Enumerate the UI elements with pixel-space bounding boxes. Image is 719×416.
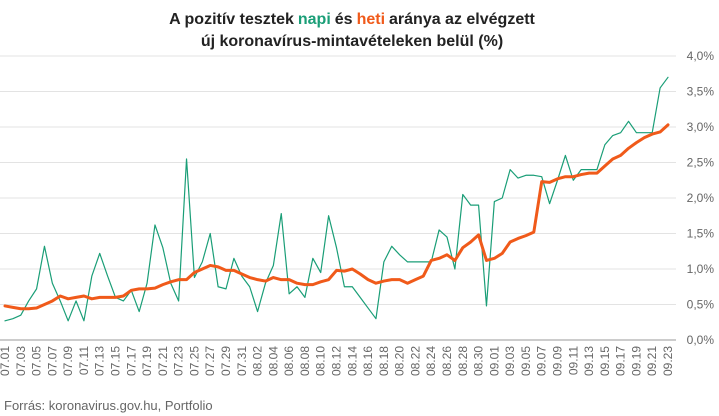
x-tick-label: 07.19 [140, 346, 154, 376]
source: Forrás: koronavirus.gov.hu, Portfolio [4, 398, 213, 413]
x-tick-label: 09.19 [629, 346, 643, 376]
x-tick-label: 08.04 [266, 346, 280, 376]
x-tick-label: 08.28 [456, 346, 470, 376]
x-tick-label: 09.05 [519, 346, 533, 376]
series-line [3, 123, 670, 311]
title-part: és [335, 11, 353, 28]
x-tick-label: 09.07 [535, 346, 549, 376]
x-tick-label: 09.03 [503, 346, 517, 376]
x-tick-label: 07.03 [14, 346, 28, 376]
x-tick-label: 09.15 [598, 346, 612, 376]
y-tick-label: 2,0% [687, 191, 715, 205]
x-tick-label: 07.13 [93, 346, 107, 376]
y-tick-label: 1,5% [687, 227, 715, 241]
x-tick-label: 08.20 [393, 346, 407, 376]
x-tick-label: 07.31 [235, 346, 249, 376]
chart-title: A pozitív tesztek napi és heti aránya az elv… [169, 11, 535, 28]
x-tick-label: 07.01 [0, 346, 12, 376]
y-tick-label: 2,5% [687, 156, 715, 170]
x-tick-label: 07.29 [219, 346, 233, 376]
y-tick-label: 3,5% [687, 85, 715, 99]
x-tick-label: 08.02 [251, 346, 265, 376]
x-tick-label: 07.05 [30, 346, 44, 376]
chart-title: új koronavírus-mintavételeken belül (%) [201, 33, 503, 50]
x-tick-label: 09.11 [566, 346, 580, 375]
x-tick-label: 09.17 [614, 346, 628, 376]
x-tick-label: 09.09 [551, 346, 565, 376]
y-tick-label: 1,0% [687, 262, 715, 276]
x-tick-label: 08.26 [440, 346, 454, 376]
x-tick-label: 08.18 [377, 346, 391, 376]
x-tick-label: 07.15 [109, 346, 123, 376]
x-tick-label: 08.24 [424, 346, 438, 376]
x-tick-label: 07.11 [77, 346, 91, 375]
y-tick-label: 4,0% [687, 49, 715, 63]
title-series-name: heti [357, 11, 385, 28]
x-tick-label: 07.07 [45, 346, 59, 376]
x-tick-label: 08.10 [314, 346, 328, 376]
y-tick-label: 0,0% [687, 333, 715, 347]
x-tick-label: 07.21 [156, 346, 170, 376]
x-tick-label: 07.27 [203, 346, 217, 376]
x-tick-label: 08.08 [298, 346, 312, 376]
y-tick-label: 3,0% [687, 120, 715, 134]
x-tick-label: 08.22 [408, 346, 422, 376]
x-tick-label: 07.17 [124, 346, 138, 376]
x-tick-label: 07.23 [172, 346, 186, 376]
x-tick-label: 07.25 [187, 346, 201, 376]
x-tick-label: 09.13 [582, 346, 596, 376]
title-part: aránya az elvégzett [389, 11, 536, 28]
x-tick-label: 08.12 [330, 346, 344, 376]
title-series-name: napi [298, 11, 331, 28]
x-tick-label: 09.23 [661, 346, 675, 376]
series-line [4, 76, 669, 322]
x-tick-label: 09.01 [487, 346, 501, 376]
x-tick-label: 08.30 [472, 346, 486, 376]
x-tick-label: 08.14 [345, 346, 359, 376]
title-part: A pozitív tesztek [169, 11, 294, 28]
x-tick-label: 07.09 [61, 346, 75, 376]
x-tick-label: 08.16 [361, 346, 375, 376]
y-tick-label: 0,5% [687, 298, 715, 312]
x-tick-label: 09.21 [645, 346, 659, 376]
x-tick-label: 08.06 [282, 346, 296, 376]
